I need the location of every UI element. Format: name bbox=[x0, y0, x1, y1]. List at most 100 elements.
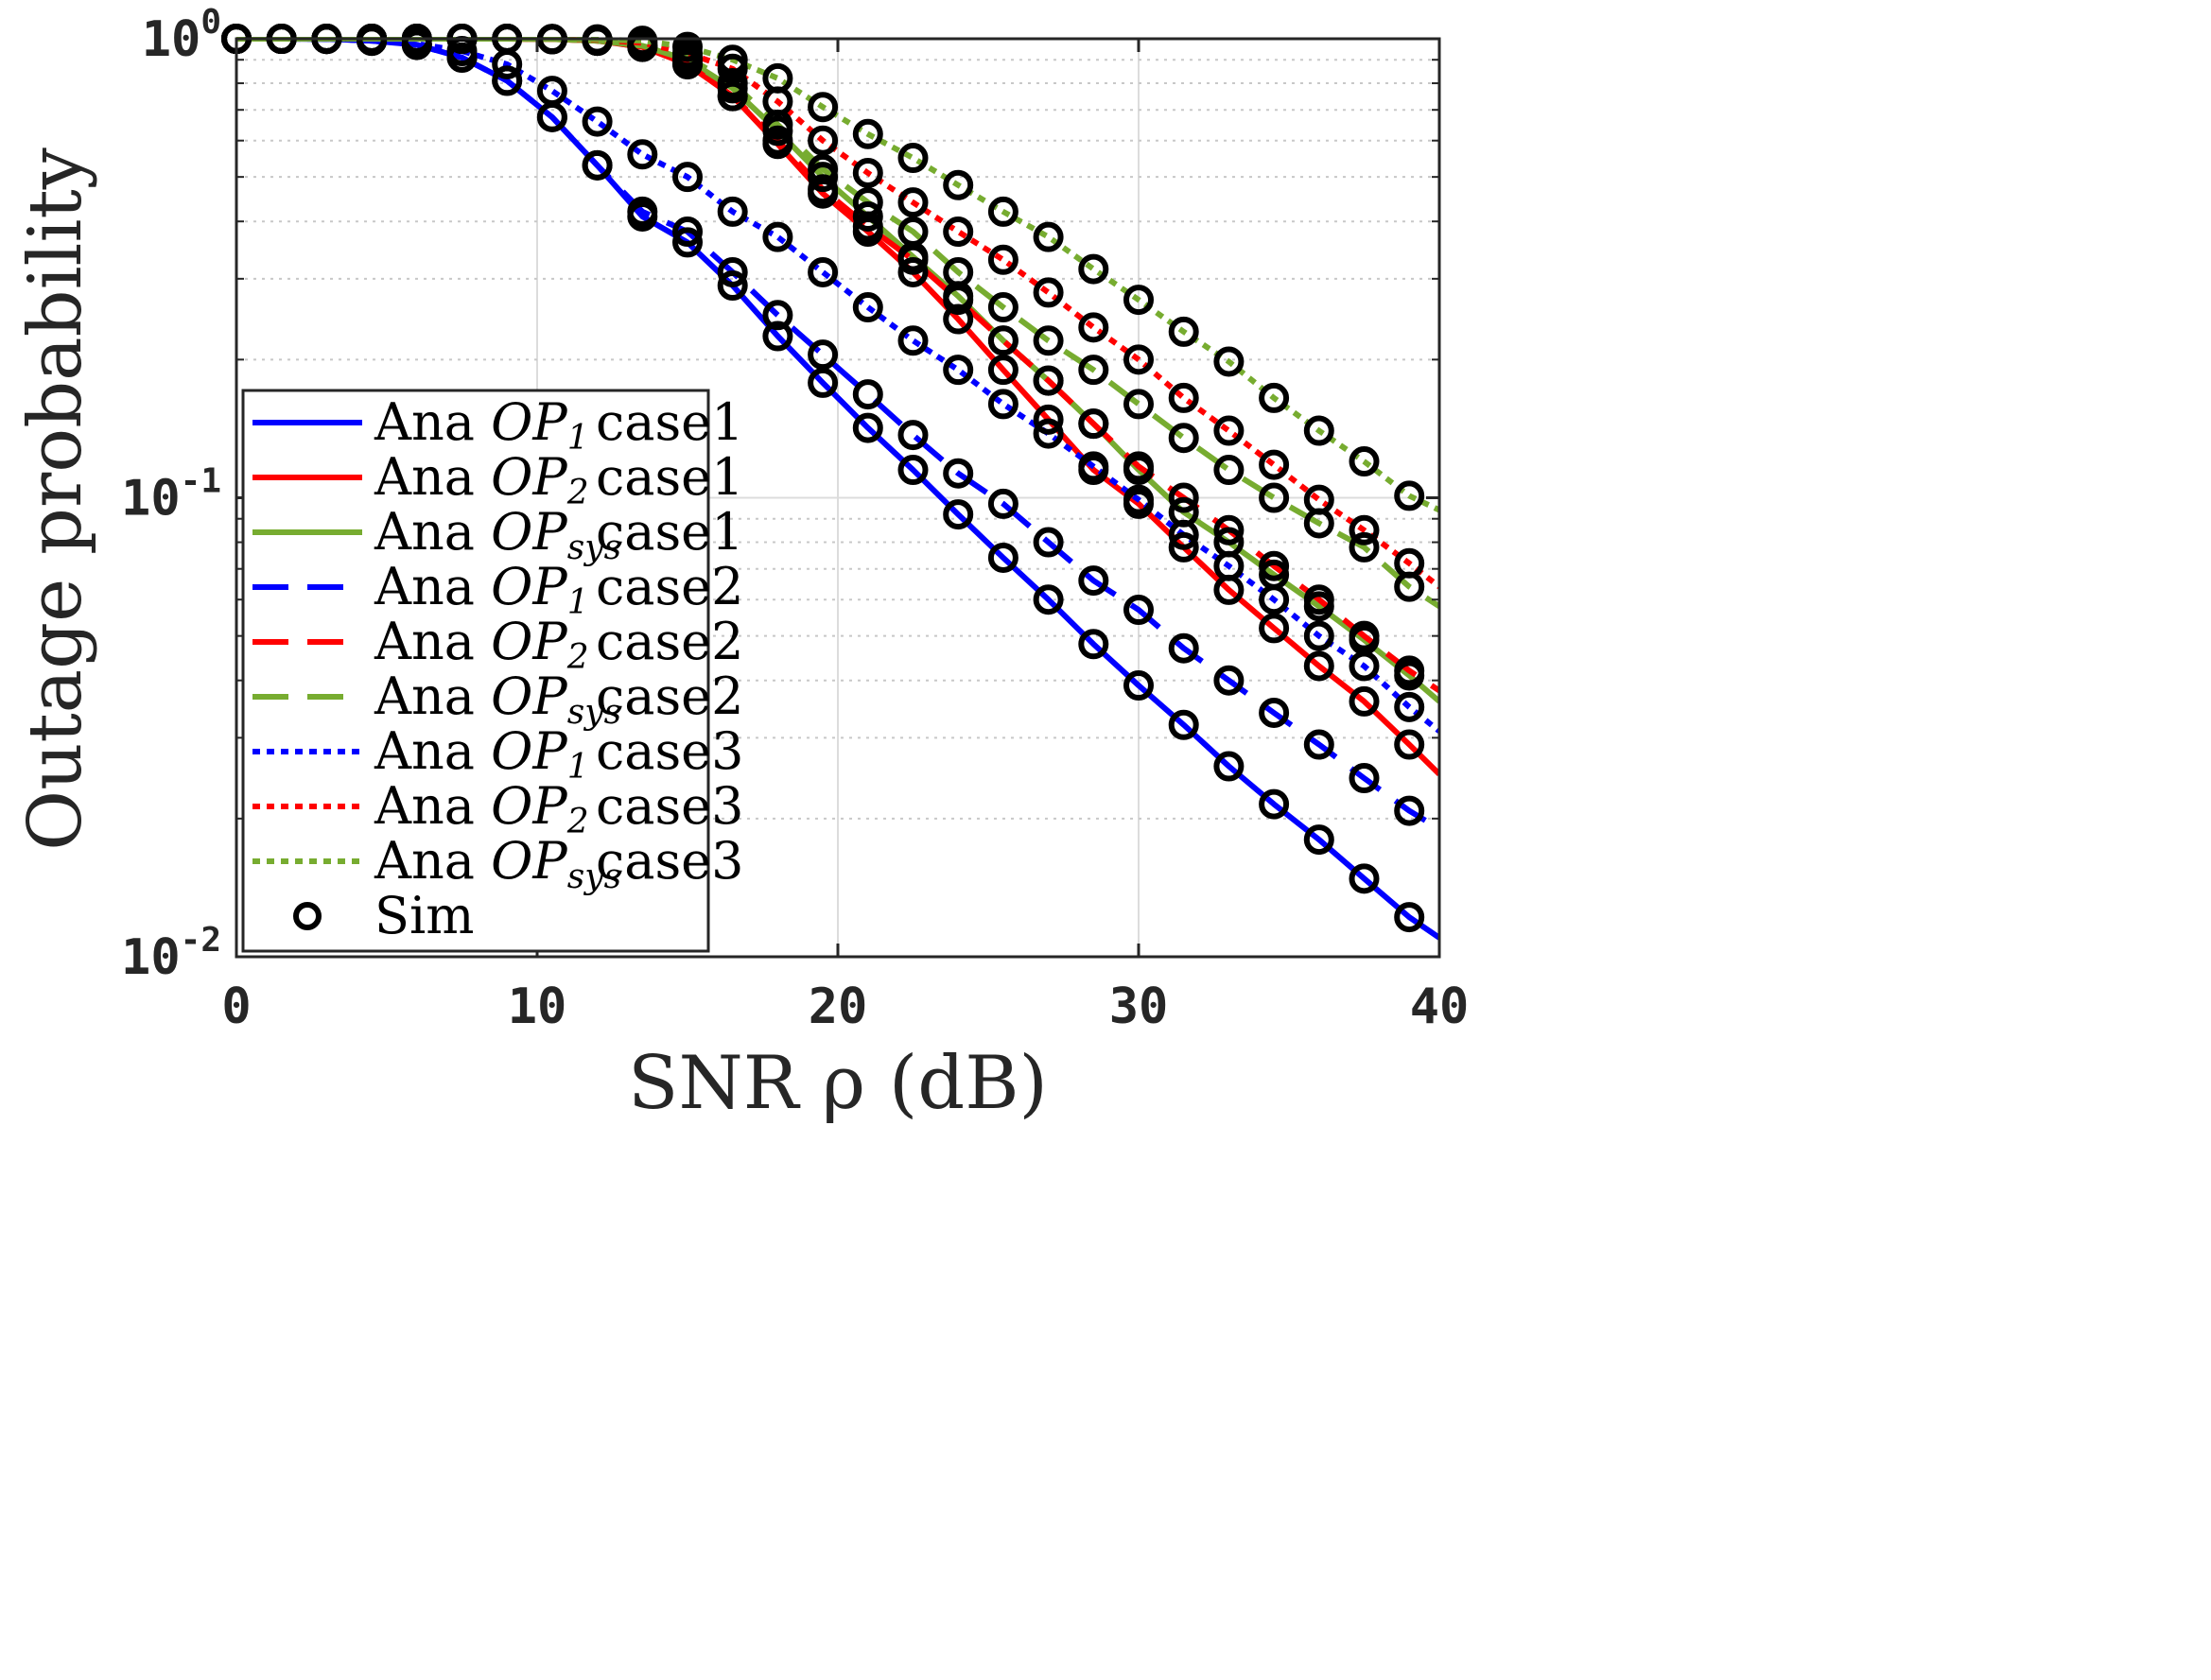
sim-marker bbox=[987, 325, 1018, 356]
legend-label: Ana OP1 bbox=[374, 557, 589, 622]
sim-marker bbox=[808, 339, 839, 371]
legend-label: Ana OP2 bbox=[374, 447, 589, 512]
sim-marker bbox=[987, 355, 1018, 386]
sim-marker bbox=[987, 244, 1018, 275]
sim-marker bbox=[1033, 365, 1064, 396]
x-tick-label: 20 bbox=[809, 979, 868, 1035]
sim-marker bbox=[1168, 519, 1199, 550]
sim-marker bbox=[1033, 527, 1064, 558]
y-tick-label: 10-1 bbox=[121, 462, 221, 528]
sim-marker bbox=[897, 143, 929, 174]
legend-case-label: case2 bbox=[596, 667, 743, 726]
sim-marker bbox=[1303, 584, 1334, 615]
legend-case-label: case3 bbox=[596, 721, 743, 781]
sim-marker bbox=[1168, 382, 1199, 413]
legend-label: Sim bbox=[374, 886, 474, 945]
y-tick-label: 10-2 bbox=[121, 921, 221, 986]
sim-marker bbox=[717, 44, 748, 76]
legend-case-label: case1 bbox=[596, 502, 743, 562]
sim-marker bbox=[1349, 763, 1380, 794]
legend-case-label: case2 bbox=[596, 557, 743, 616]
sim-marker bbox=[1349, 446, 1380, 477]
sim-marker bbox=[717, 256, 748, 287]
legend-label: Ana OPsys bbox=[374, 831, 621, 896]
sim-marker bbox=[943, 499, 974, 530]
x-axis-title: SNR ρ (dB) bbox=[628, 1041, 1048, 1126]
sim-marker bbox=[1259, 697, 1290, 728]
sim-marker bbox=[627, 196, 658, 227]
sim-marker bbox=[717, 196, 748, 227]
sim-marker bbox=[1394, 729, 1425, 760]
sim-marker bbox=[762, 221, 793, 252]
sim-marker bbox=[762, 62, 793, 94]
sim-marker bbox=[536, 76, 567, 107]
sim-marker bbox=[1168, 423, 1199, 454]
sim-marker bbox=[1394, 655, 1425, 686]
sim-marker bbox=[1213, 415, 1245, 446]
sim-marker bbox=[492, 65, 523, 96]
ticks-layer: 0 10 20 30 40 10-2 10-1 100 bbox=[121, 3, 1469, 1035]
sim-marker bbox=[897, 216, 929, 248]
sim-marker bbox=[717, 53, 748, 84]
sim-marker bbox=[1213, 346, 1245, 377]
series-line-0 bbox=[236, 37, 1439, 941]
sim-marker bbox=[897, 244, 929, 275]
sim-marker bbox=[1213, 455, 1245, 486]
sim-marker bbox=[1078, 408, 1109, 440]
sim-marker bbox=[808, 125, 839, 156]
sim-marker bbox=[1349, 863, 1380, 894]
x-tick-label: 10 bbox=[508, 979, 567, 1035]
sim-marker bbox=[1078, 312, 1109, 343]
sim-marker bbox=[672, 227, 703, 258]
y-axis-title: Outage probability bbox=[13, 147, 98, 851]
series-line-4 bbox=[236, 37, 1439, 693]
series-line-6 bbox=[236, 37, 1439, 734]
sim-marker bbox=[1259, 788, 1290, 820]
sim-marker bbox=[1033, 221, 1064, 252]
sim-marker bbox=[852, 200, 883, 232]
sim-marker bbox=[1123, 595, 1154, 626]
sim-marker bbox=[808, 174, 839, 205]
sim-marker bbox=[1123, 451, 1154, 482]
sim-marker bbox=[1349, 650, 1380, 682]
sim-marker bbox=[1078, 253, 1109, 285]
sim-marker bbox=[1303, 415, 1334, 446]
sim-marker bbox=[1033, 325, 1064, 356]
sim-marker bbox=[1033, 277, 1064, 308]
sim-marker bbox=[1078, 565, 1109, 597]
x-tick-label: 0 bbox=[221, 979, 251, 1035]
sim-marker bbox=[1168, 482, 1199, 513]
sim-marker bbox=[897, 420, 929, 451]
x-tick-label: 40 bbox=[1410, 979, 1470, 1035]
sim-marker bbox=[1349, 685, 1380, 717]
sim-marker bbox=[1078, 629, 1109, 660]
sim-marker bbox=[1394, 902, 1425, 933]
sim-marker bbox=[897, 325, 929, 356]
sim-marker bbox=[943, 216, 974, 248]
sim-marker bbox=[987, 542, 1018, 573]
sim-marker bbox=[762, 300, 793, 331]
sim-marker bbox=[717, 270, 748, 302]
sim-marker bbox=[1303, 484, 1334, 515]
sim-marker bbox=[1123, 389, 1154, 420]
sim-marker bbox=[943, 458, 974, 489]
sim-marker bbox=[852, 157, 883, 188]
sim-marker bbox=[1033, 584, 1064, 615]
sim-marker bbox=[762, 125, 793, 156]
legend-label: Ana OP1 bbox=[374, 721, 589, 787]
sim-marker bbox=[1078, 451, 1109, 482]
sim-marker bbox=[1123, 484, 1154, 515]
sim-marker bbox=[943, 169, 974, 200]
sim-marker bbox=[1394, 795, 1425, 826]
sim-marker bbox=[1394, 691, 1425, 722]
sim-marker bbox=[987, 196, 1018, 227]
sim-marker bbox=[1168, 632, 1199, 664]
sim-marker bbox=[943, 285, 974, 316]
sim-marker bbox=[672, 162, 703, 193]
sim-marker bbox=[1033, 418, 1064, 449]
sim-marker bbox=[808, 367, 839, 398]
sim-marker bbox=[943, 355, 974, 386]
x-tick-label: 30 bbox=[1109, 979, 1169, 1035]
